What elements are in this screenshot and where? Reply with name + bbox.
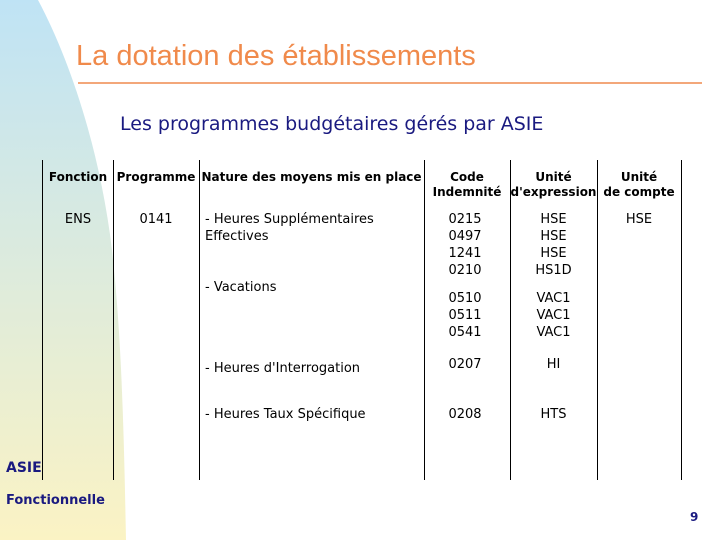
code-item: 0208 — [448, 407, 482, 422]
title-underline — [78, 82, 702, 84]
footer-brand-subtitle: Fonctionnelle — [6, 493, 105, 508]
unit-list: VAC1 VAC1 VAC1 — [536, 291, 571, 340]
header-nature: Nature des moyens mis en place — [201, 170, 422, 184]
cell-programme: 0141 — [139, 212, 173, 227]
code-list: 0215 0497 1241 0210 — [448, 212, 482, 278]
column-separator-2 — [199, 160, 200, 480]
header-programme: Programme — [116, 170, 196, 184]
code-list: 0510 0511 0541 — [448, 291, 482, 340]
slide-subtitle: Les programmes budgétaires gérés par ASI… — [120, 113, 544, 135]
unit-list: HSE HSE HSE HS1D — [535, 212, 572, 278]
header-unite-compte: Unité de compte — [603, 170, 675, 199]
footer-brand: ASIE — [6, 460, 42, 476]
nature-item-vacations: - Vacations — [205, 280, 277, 295]
unit-item: HTS — [540, 407, 567, 422]
column-separator-5 — [597, 160, 598, 480]
page-number: 9 — [690, 510, 699, 524]
nature-item-heures-supplementaires: - Heures Supplémentaires Effectives — [205, 212, 374, 244]
column-separator-4 — [510, 160, 511, 480]
unit-item: HI — [546, 357, 561, 372]
nature-item-heures-taux-specifique: - Heures Taux Spécifique — [205, 407, 366, 422]
cell-unite-compte: HSE — [625, 212, 653, 227]
column-separator-3 — [424, 160, 425, 480]
header-fonction: Fonction — [48, 170, 108, 184]
cell-fonction: ENS — [64, 212, 92, 227]
table-border-left — [42, 160, 43, 480]
column-separator-1 — [113, 160, 114, 480]
nature-item-heures-interrogation: - Heures d'Interrogation — [205, 361, 361, 376]
header-code-indemnite: Code Indemnité — [432, 170, 502, 199]
table-border-right — [681, 160, 682, 480]
slide-title: La dotation des établissements — [76, 40, 476, 72]
code-item: 0207 — [448, 357, 482, 372]
header-unite-expression: Unité d'expression — [510, 170, 597, 199]
